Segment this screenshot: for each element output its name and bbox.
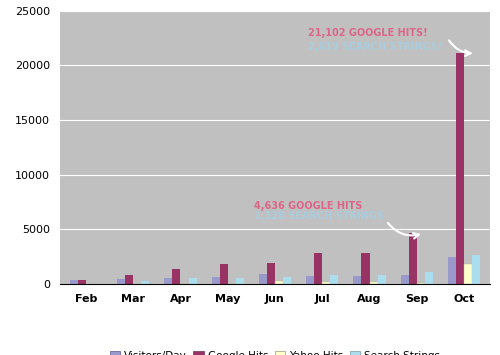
Text: 21,102 GOOGLE HITS!: 21,102 GOOGLE HITS! bbox=[308, 28, 428, 38]
Bar bbox=[125, 275, 133, 284]
Bar bbox=[283, 278, 291, 284]
Bar bbox=[220, 264, 228, 284]
Text: 2,619 SEARCH STRINGS!: 2,619 SEARCH STRINGS! bbox=[308, 42, 442, 52]
Legend: Visitors/Day, Google Hits, Yahoo Hits, Search Strings: Visitors/Day, Google Hits, Yahoo Hits, S… bbox=[110, 351, 440, 355]
Bar bbox=[142, 281, 150, 284]
Bar bbox=[322, 282, 330, 284]
Bar bbox=[172, 269, 180, 284]
Bar bbox=[164, 278, 172, 284]
Bar bbox=[330, 275, 338, 284]
Bar bbox=[78, 280, 86, 284]
Text: 1,128 SEARCH STRINGS: 1,128 SEARCH STRINGS bbox=[254, 212, 384, 222]
Bar bbox=[70, 280, 78, 284]
Bar bbox=[212, 278, 220, 284]
Bar bbox=[408, 233, 417, 284]
Bar bbox=[314, 253, 322, 284]
Bar bbox=[472, 255, 480, 284]
Bar bbox=[267, 263, 275, 284]
Bar bbox=[425, 272, 433, 284]
Bar bbox=[117, 279, 125, 284]
Bar bbox=[306, 276, 314, 284]
Bar bbox=[236, 278, 244, 284]
Bar bbox=[354, 276, 362, 284]
Bar bbox=[417, 283, 425, 284]
Bar bbox=[378, 275, 386, 284]
Text: 4,636 GOOGLE HITS: 4,636 GOOGLE HITS bbox=[254, 201, 362, 211]
Bar bbox=[448, 257, 456, 284]
Bar bbox=[259, 274, 267, 284]
Bar bbox=[456, 53, 464, 284]
Bar bbox=[370, 282, 378, 284]
Bar bbox=[464, 264, 472, 284]
Bar bbox=[362, 253, 370, 284]
Bar bbox=[400, 275, 408, 284]
Bar bbox=[188, 278, 196, 284]
Bar bbox=[275, 281, 283, 284]
